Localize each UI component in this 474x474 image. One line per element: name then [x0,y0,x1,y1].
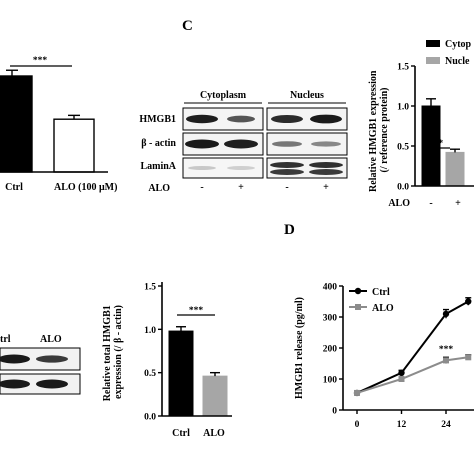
blot-band [36,355,68,363]
y-tick-label: 100 [323,376,338,386]
y-tick-label: 1.5 [397,63,409,73]
blot-row-label: β - actin [141,138,176,149]
y-tick-label: 0.0 [397,183,409,193]
y-axis-label: HMGB1 release (pg/ml) [294,297,305,399]
y-axis-label-line: Relative total HMGB1 [102,305,113,401]
significance-label: *** [189,306,204,316]
lane-mark: + [238,182,244,193]
blot-band [311,141,341,147]
y-tick-label: 200 [323,345,338,355]
bar [0,75,33,173]
y-tick-label: 1.5 [144,283,156,293]
y-tick-label: 0.0 [144,413,156,423]
x-tick-label: 24 [441,420,451,430]
blot-band [227,115,255,123]
lane-mark: + [323,182,329,193]
blot-band [188,166,216,170]
bottom-middle-bar-chart: Relative total HMGB1 expression (/ β - a… [102,282,232,439]
y-axis-label-line: (/ reference protein) [379,88,390,173]
y-tick-label: 0 [332,407,337,417]
western-blot-bottom: trl ALO [0,334,81,395]
y-axis-label: Relative HMGB1 expression (/ reference p… [368,68,390,192]
category-label: + [455,198,461,209]
panel-label-c: C [182,18,193,34]
y-axis-label-line: expression (/ β - actin) [113,305,124,399]
blot-row-label: HMGB1 [139,114,176,125]
data-point [442,310,450,318]
top-left-bar-chart: *** Ctrl ALO (100 μM) [0,56,117,193]
blot-band [0,379,30,389]
blot-band [224,139,258,149]
lane-label: trl [0,334,11,345]
bar [202,375,228,417]
data-point [443,357,449,364]
category-label: ALO [203,428,225,439]
y-tick-label: 0.5 [144,369,156,379]
lane-mark: - [285,182,288,193]
series-line [356,300,469,394]
x-axis-prefix: ALO [388,198,410,209]
x-tick-label: 12 [397,420,407,430]
data-point [465,298,472,305]
panel-c-bar-chart: Relative HMGB1 expression (/ reference p… [368,39,474,209]
blot-band [272,141,302,147]
legend-label: Nucle [445,56,470,67]
significance-label: *** [439,345,454,355]
data-point [465,354,472,361]
blot-header-nucleus: Nucleus [290,90,324,101]
y-tick-label: 300 [323,314,338,324]
blot-band [186,114,218,124]
lane-label: ALO [40,334,62,345]
y-axis-label-line: Relative HMGB1 expression [368,70,379,192]
legend-swatch [426,40,440,47]
blot-band [227,166,255,170]
blot-band [309,169,343,175]
legend-label: Ctrl [372,287,390,298]
blot-band [310,114,342,124]
legend-label: ALO [372,303,394,314]
y-tick-label: 1.0 [397,103,409,113]
category-label: Ctrl [172,428,190,439]
blot-band [270,169,304,175]
data-point [354,389,360,396]
data-point [398,376,405,382]
y-tick-label: 0.5 [397,143,409,153]
treatment-label: ALO [148,183,170,194]
x-tick-label: 0 [355,420,360,430]
y-axis-label: Relative total HMGB1 expression (/ β - a… [102,303,124,402]
lane-mark: - [200,182,203,193]
blot-band [271,115,303,123]
blot-band [36,379,68,389]
legend-label: Cytop [445,39,472,50]
blot-row-label: LaminA [140,161,176,172]
y-tick-label: 400 [323,283,338,293]
bar [445,151,465,187]
category-label: - [429,198,432,209]
y-tick-label: 1.0 [144,326,156,336]
data-point [398,369,405,376]
significance-label: *** [429,139,444,149]
category-label: Ctrl [5,182,23,193]
category-label: ALO (100 μM) [54,182,117,193]
legend-marker [354,287,362,295]
blot-band [309,162,343,168]
significance-label: *** [33,56,48,66]
series-line [356,356,469,394]
blot-band [185,139,219,149]
legend-swatch [426,57,440,64]
panel-label-d: D [284,222,295,238]
legend-marker [355,304,361,310]
western-blot-panel-c: Cytoplasm Nucleus HMGB1 β - actin LaminA… [139,90,348,194]
panel-d-line-chart: HMGB1 release (pg/ml) 0 100 200 300 400 0 12 2… [294,283,474,430]
blot-band [270,162,304,168]
blot-band [0,354,30,364]
bar [168,330,194,417]
blot-header-cytoplasm: Cytoplasm [200,90,247,101]
bar [53,118,95,173]
